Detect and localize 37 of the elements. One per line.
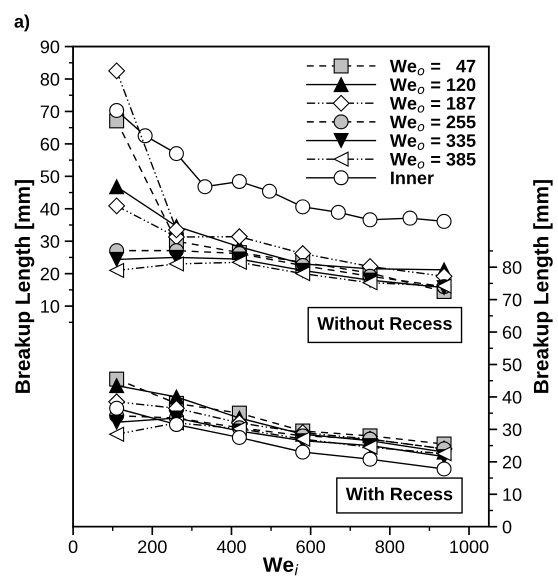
- y2-tick-label: 50: [502, 358, 522, 372]
- y2-tick-label: 20: [502, 456, 522, 469]
- x-tick-label: 800: [376, 540, 404, 554]
- legend-label: We$_{o}$ = 385: [390, 152, 476, 169]
- x-tick-label: 400: [216, 540, 246, 554]
- x-tick-label: 200: [138, 540, 167, 554]
- y2-tick-label: 10: [503, 488, 522, 501]
- legend-label: We$_{o}$ = 335: [390, 134, 476, 150]
- y-tick-label: 50: [40, 170, 60, 184]
- y-tick-label: 30: [40, 235, 60, 248]
- y2-tick-label: 0: [502, 520, 512, 534]
- x-tick-label: 600: [296, 540, 326, 554]
- y2-tick-label: 40: [502, 390, 522, 404]
- y-tick-label: 40: [40, 202, 60, 216]
- legend-label: We$_{o}$ = 255: [390, 116, 476, 132]
- x-axis-title: We$_{i}$: [262, 557, 298, 576]
- legend-label: We$_{o}$ = 120: [390, 78, 476, 94]
- y-tick-label: 90: [40, 40, 60, 54]
- y2-tick-label: 80: [502, 261, 522, 274]
- legend-label: We$_{o}$ = 47: [390, 60, 476, 76]
- y2-tick-label: 70: [502, 294, 522, 306]
- legend-label: We$_{o}$ = 187: [390, 96, 476, 113]
- y2-axis-title: Breakup Length [mm]: [533, 180, 553, 393]
- legend-label: Inner: [391, 172, 434, 184]
- annotation: Without Recess: [317, 316, 452, 330]
- x-tick-label: 0: [68, 540, 78, 554]
- y-tick-label: 60: [40, 138, 60, 151]
- text: a): [14, 14, 30, 32]
- y2-tick-label: 60: [502, 326, 522, 339]
- y-tick-label: 10: [41, 300, 60, 313]
- y-tick-label: 70: [40, 105, 60, 118]
- x-tick-label: 1000: [450, 540, 488, 554]
- y-tick-label: 20: [40, 268, 60, 280]
- annotation: With Recess: [346, 487, 452, 500]
- y2-tick-label: 30: [502, 423, 522, 436]
- y-axis-title: Breakup Length [mm]: [14, 180, 34, 393]
- y-tick-label: 80: [40, 72, 60, 86]
